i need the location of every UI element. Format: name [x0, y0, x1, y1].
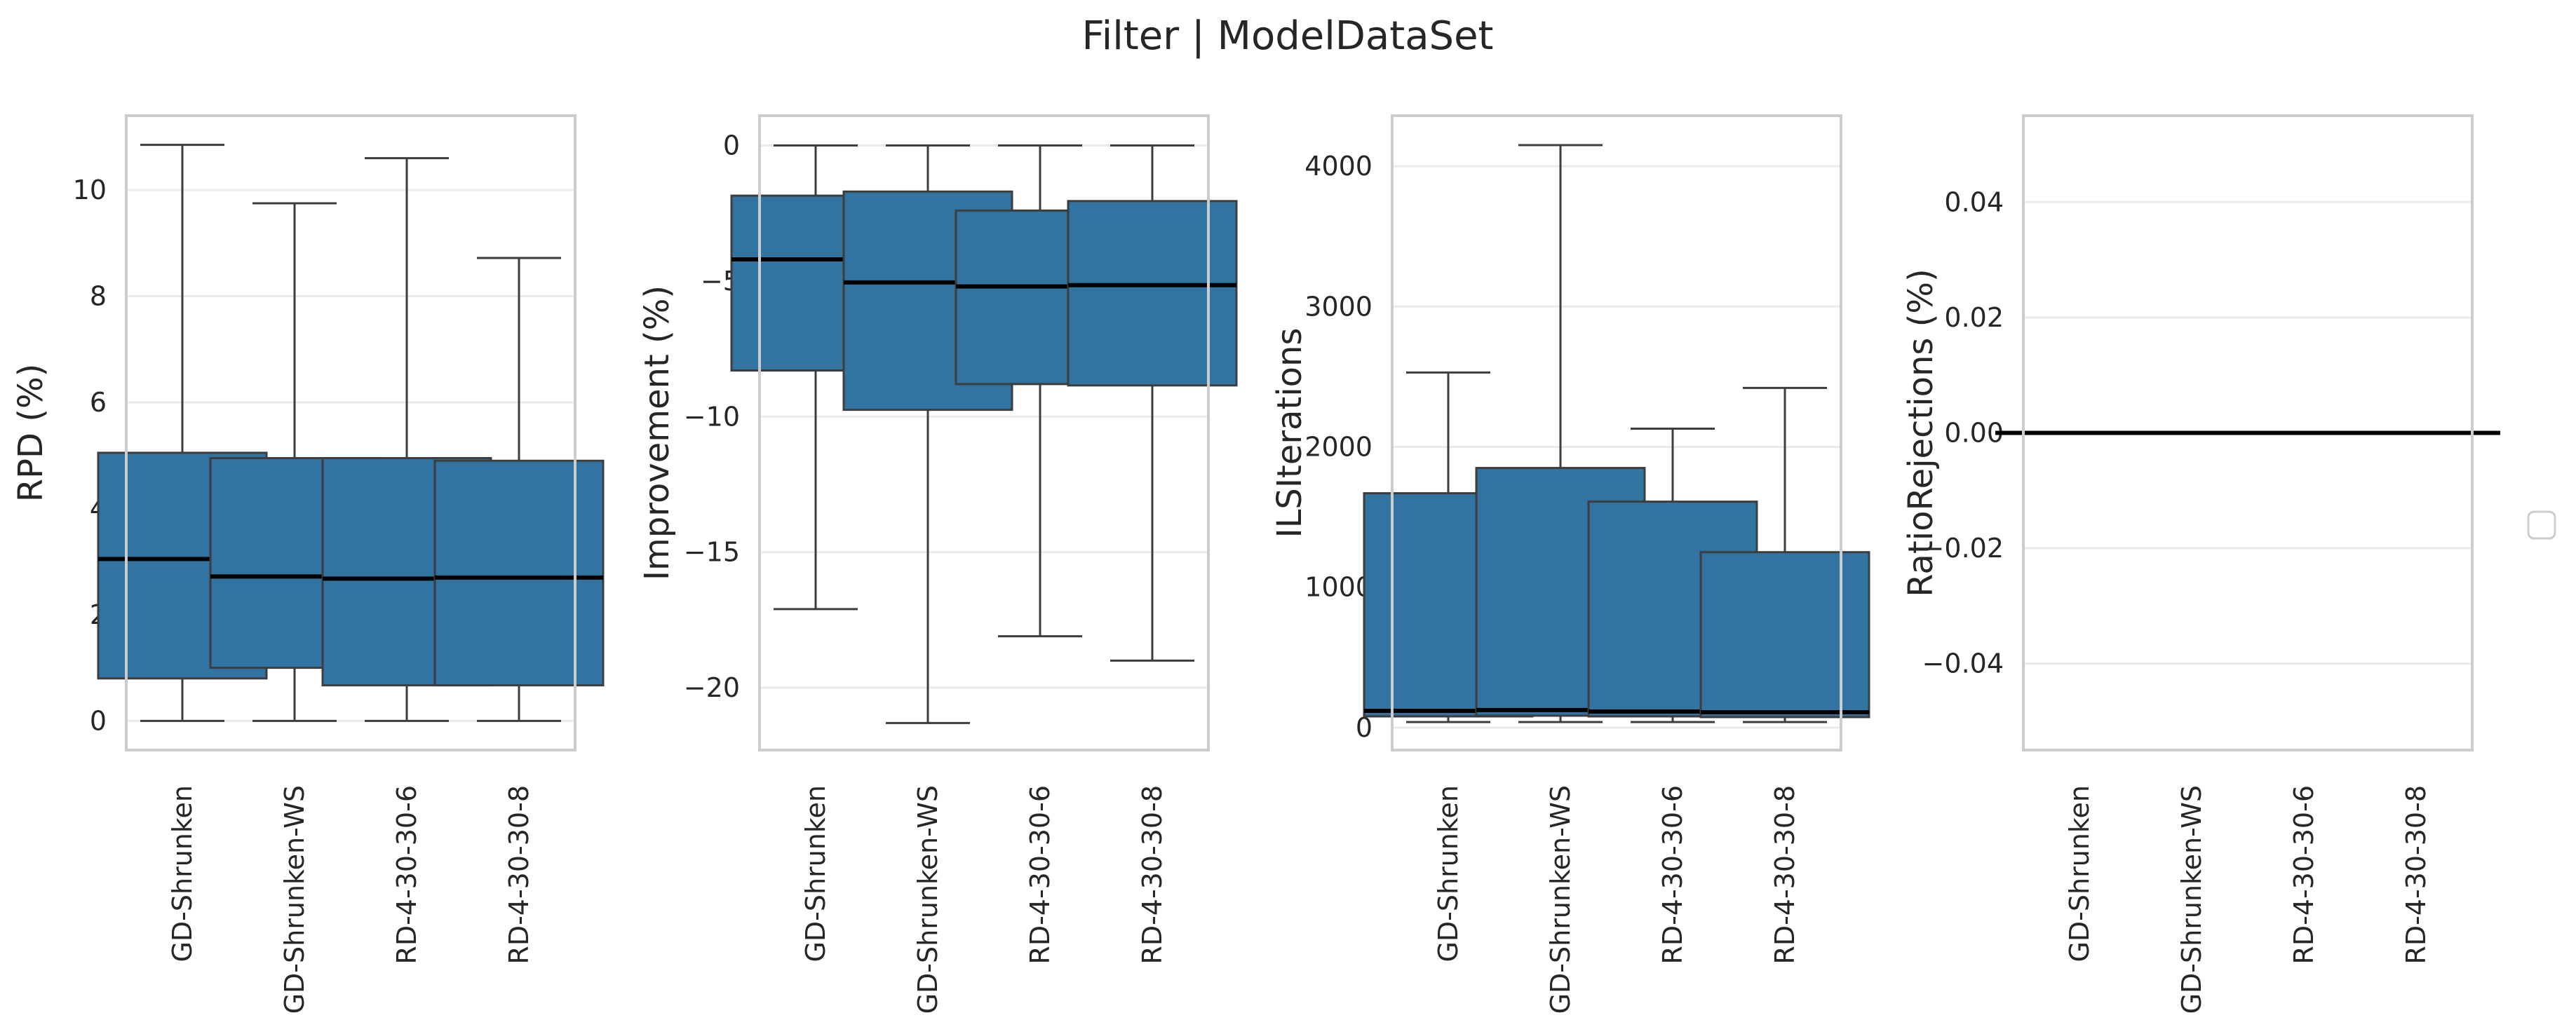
iqr-box	[1699, 551, 1870, 719]
y-axis-label: ILSIterations	[1270, 328, 1309, 538]
subplot-1: 0246810GD-ShrunkenGD-Shrunken-WSRD-4-30-…	[11, 114, 605, 1014]
iqr-box	[433, 459, 605, 687]
y-tick-label: 2000	[1304, 432, 1373, 463]
y-tick-label: 1000	[1304, 572, 1373, 603]
x-tick-label: GD-Shrunken	[167, 785, 198, 962]
y-axis-label: RPD (%)	[11, 364, 50, 503]
y-tick-label: −0.04	[1922, 648, 2004, 679]
x-tick-label: RD-4-30-30-8	[1769, 785, 1800, 965]
y-tick-label: 3000	[1304, 291, 1373, 322]
y-tick-label: −15	[684, 537, 740, 568]
y-tick-label: 0.02	[1944, 302, 2004, 333]
y-tick-label: 0	[723, 130, 740, 161]
y-tick-label: 8	[90, 280, 107, 311]
x-tick-label: RD-4-30-30-8	[2401, 785, 2432, 965]
y-tick-label: −20	[684, 672, 740, 703]
y-tick-label: 0.00	[1944, 418, 2004, 449]
axes-frame	[125, 114, 576, 751]
x-tick-label: RD-4-30-30-6	[391, 785, 422, 965]
y-tick-label: −10	[684, 401, 740, 432]
x-tick-label: GD-Shrunken-WS	[2176, 785, 2207, 1014]
x-tick-label: RD-4-30-30-6	[1025, 785, 1056, 965]
y-tick-label: 0.04	[1944, 186, 2004, 217]
x-tick-label: RD-4-30-30-8	[1137, 785, 1168, 965]
x-tick-label: GD-Shrunken-WS	[279, 785, 310, 1014]
x-tick-label: GD-Shrunken	[2064, 785, 2095, 962]
subplot-grid: 0246810GD-ShrunkenGD-Shrunken-WSRD-4-30-…	[11, 114, 2500, 1014]
x-tick-label: RD-4-30-30-8	[504, 785, 534, 965]
axes-frame	[758, 114, 1210, 751]
y-axis-label: Improvement (%)	[638, 285, 677, 580]
subplot-4: 0.04 0.02 0.00 −0.02 −0.04 GD-Shrunken GD-Shru…	[1901, 114, 2500, 1014]
x-tick-label: GD-Shrunken-WS	[1545, 785, 1576, 1014]
box-RD-4-30-30-8	[433, 257, 605, 722]
box-RD-4-30-30-8	[1699, 386, 1870, 723]
figure-title: Filter | ModelDataSet	[1082, 13, 1494, 59]
x-tick-label: GD-Shrunken	[1433, 785, 1464, 962]
x-tick-label: GD-Shrunken	[800, 785, 831, 962]
y-tick-label: 10	[73, 175, 107, 205]
x-tick-label: GD-Shrunken-WS	[912, 785, 943, 1014]
x-tick-label: RD-4-30-30-6	[2288, 785, 2319, 965]
y-tick-label: 4000	[1304, 151, 1373, 182]
iqr-box	[1067, 200, 1238, 387]
x-tick-label: RD-4-30-30-6	[1657, 785, 1688, 965]
legend-empty-box	[2527, 510, 2556, 540]
y-axis-label: RatioRejections (%)	[1901, 268, 1941, 597]
y-tick-label: −0.02	[1922, 533, 2004, 564]
y-tick-label: 6	[90, 387, 107, 418]
box-RD-4-30-30-8	[1067, 144, 1238, 662]
y-tick-label: 0	[90, 705, 107, 736]
axes-frame	[2022, 114, 2474, 751]
axes-frame	[1391, 114, 1842, 751]
